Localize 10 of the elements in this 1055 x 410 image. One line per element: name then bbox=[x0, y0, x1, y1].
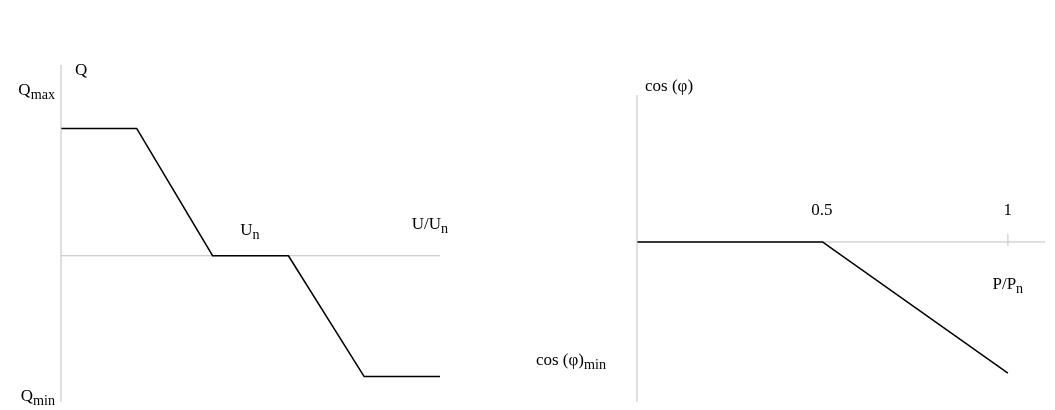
x-axis-title: P/P$_{n}$ bbox=[992, 273, 1024, 299]
text: Q$_{min}$ bbox=[20, 385, 55, 410]
x-axis-title: U/U$_{n}$ bbox=[411, 213, 448, 239]
x-tick-label: 0.5 bbox=[811, 199, 833, 220]
x-tick-label: 1 bbox=[1003, 199, 1013, 220]
text: cos (φ)$_{min}$ bbox=[535, 350, 606, 375]
y-axis-title: cos (φ) bbox=[645, 76, 694, 95]
y-axis-title: Q bbox=[75, 60, 88, 79]
text: Q$_{max}$ bbox=[18, 80, 55, 105]
annotation: U$_{n}$ bbox=[240, 220, 260, 245]
